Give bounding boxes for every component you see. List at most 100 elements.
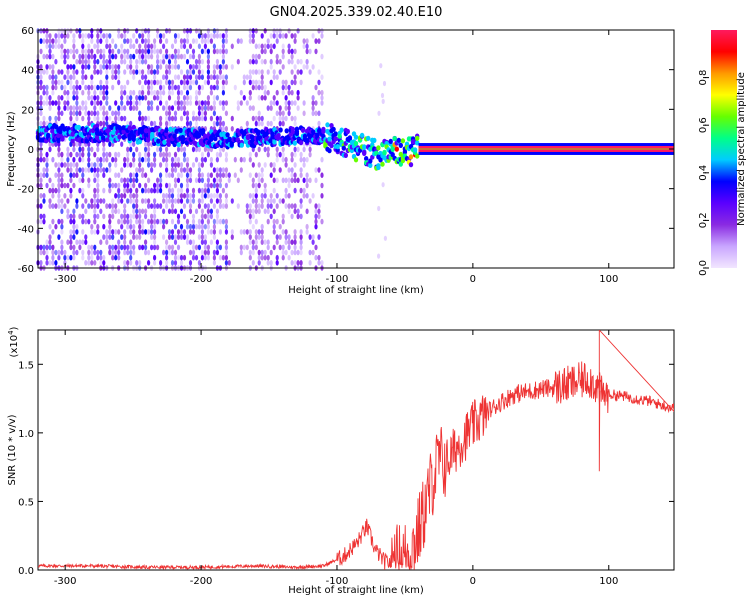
spectrogram-cell (287, 48, 291, 55)
spectrogram-cell (117, 198, 121, 204)
spectrogram-cell (156, 203, 160, 209)
spectrogram-cell (117, 249, 121, 256)
spectrogram-ridge-cell (366, 135, 371, 141)
spectrogram-cell (293, 100, 297, 106)
spectrogram-cell (99, 33, 103, 39)
spectrogram-cell (215, 120, 219, 127)
spectrogram-cell (197, 84, 201, 91)
spectrogram-cell (182, 146, 187, 153)
spectrogram-cell (275, 110, 279, 117)
spectrogram-cell (224, 156, 228, 163)
spectrogram-cell (102, 260, 106, 266)
spectrogram-cell (224, 198, 228, 204)
spectrogram-cell (290, 177, 294, 184)
spectrogram-cell (114, 193, 118, 199)
spectrogram-cell (173, 33, 178, 39)
spectrogram-cell (209, 182, 213, 189)
spectrogram-cell (218, 182, 222, 189)
spectrogram-cell (150, 89, 154, 96)
spectrogram-cell (203, 38, 207, 44)
spectrogram-cell (99, 162, 103, 168)
snr-y-ticks: 0.00.51.01.5 (18, 360, 674, 577)
spectrogram-cell (242, 229, 246, 235)
spectrogram-cell (275, 89, 279, 96)
spectrogram-cell (81, 249, 85, 256)
spectrogram-cell (135, 208, 139, 215)
spectrogram-cell (257, 146, 261, 153)
spectrogram-cell (179, 115, 184, 122)
spectrogram-cell (129, 162, 133, 168)
spectrogram-cell (197, 218, 201, 225)
spectrogram-cell (182, 110, 187, 117)
spectrogram-ridge-cell (164, 131, 169, 137)
spectrogram-cell (218, 177, 222, 184)
spectrogram-cell (221, 126, 225, 132)
spectrogram-cell (81, 187, 85, 194)
spectrogram-cell (165, 48, 169, 55)
spectrogram-cell (200, 38, 204, 44)
spectrogram-cell (57, 234, 61, 240)
spectrogram-cell (257, 95, 261, 101)
spectrogram-cell (296, 105, 300, 111)
spectrogram-cell (296, 177, 300, 184)
spectrogram-cell (296, 249, 300, 256)
spectrogram-cell (269, 64, 273, 70)
spectrogram-cell (81, 167, 85, 173)
spectrogram-cell (167, 193, 172, 199)
spectrogram-cell (75, 100, 79, 106)
spectrogram-cell (165, 249, 169, 256)
spectrogram-cell (93, 187, 97, 194)
spectrogram-cell (290, 156, 294, 163)
spectrogram-cell (221, 84, 225, 91)
spectrogram-cell (275, 260, 279, 266)
spectrogram-cell (141, 33, 145, 39)
spectrogram-cell (284, 234, 288, 240)
spectrogram-cell (84, 48, 88, 55)
spectrogram-cell (212, 260, 216, 266)
spectrogram-cell (123, 213, 127, 220)
spectrogram-cell (45, 244, 49, 251)
spectrogram-cell (75, 239, 79, 245)
spectrogram-cell (275, 100, 279, 106)
spectrogram-cell (69, 110, 73, 117)
spectrogram-cell (275, 53, 279, 60)
spectrogram-cell (269, 58, 273, 65)
spectrogram-cell (194, 244, 199, 251)
spectrogram-cell (60, 172, 64, 178)
spectrogram-cell (135, 172, 139, 178)
spectrogram-cell (102, 84, 106, 91)
spectrogram-cell (191, 244, 196, 251)
spectrogram-cell (296, 58, 300, 65)
spectrogram-cell (281, 53, 285, 60)
snr-y-tick-label: 1.5 (18, 360, 34, 371)
spectrogram-cell (165, 182, 169, 189)
spectrogram-cell (60, 208, 64, 215)
spectrogram-cell (153, 151, 157, 158)
spectrogram-cell (176, 74, 181, 80)
spectrogram-cell (54, 141, 58, 147)
spectrogram-cell (93, 110, 97, 117)
spectrogram-cell (108, 182, 112, 189)
spectrogram-cell (293, 208, 297, 215)
spectrogram-cell (57, 146, 61, 153)
spectrogram-cell (305, 156, 309, 163)
spectrogram-cell (105, 64, 109, 70)
spectrogram-cell (251, 58, 255, 65)
spectrogram-cell (299, 187, 303, 194)
spectrogram-cell (48, 53, 52, 60)
spectrogram-cell (108, 213, 112, 220)
spectrogram-cell (206, 38, 210, 44)
spectrogram-cell (72, 223, 76, 230)
spectrogram-cell (176, 213, 181, 220)
spectrogram-cell (212, 182, 216, 189)
spectrogram-cell (254, 58, 258, 65)
spectrogram-cell (224, 79, 228, 86)
spectrogram-cell (272, 208, 276, 215)
spectrogram-cell (63, 84, 67, 91)
spectrogram-cell (290, 239, 294, 245)
spectrogram-cell (212, 218, 216, 225)
spectrogram-cell (239, 100, 243, 106)
spectrogram-cell (197, 64, 201, 70)
spectrogram-cell (93, 58, 97, 65)
spectrogram-cell (224, 28, 228, 34)
